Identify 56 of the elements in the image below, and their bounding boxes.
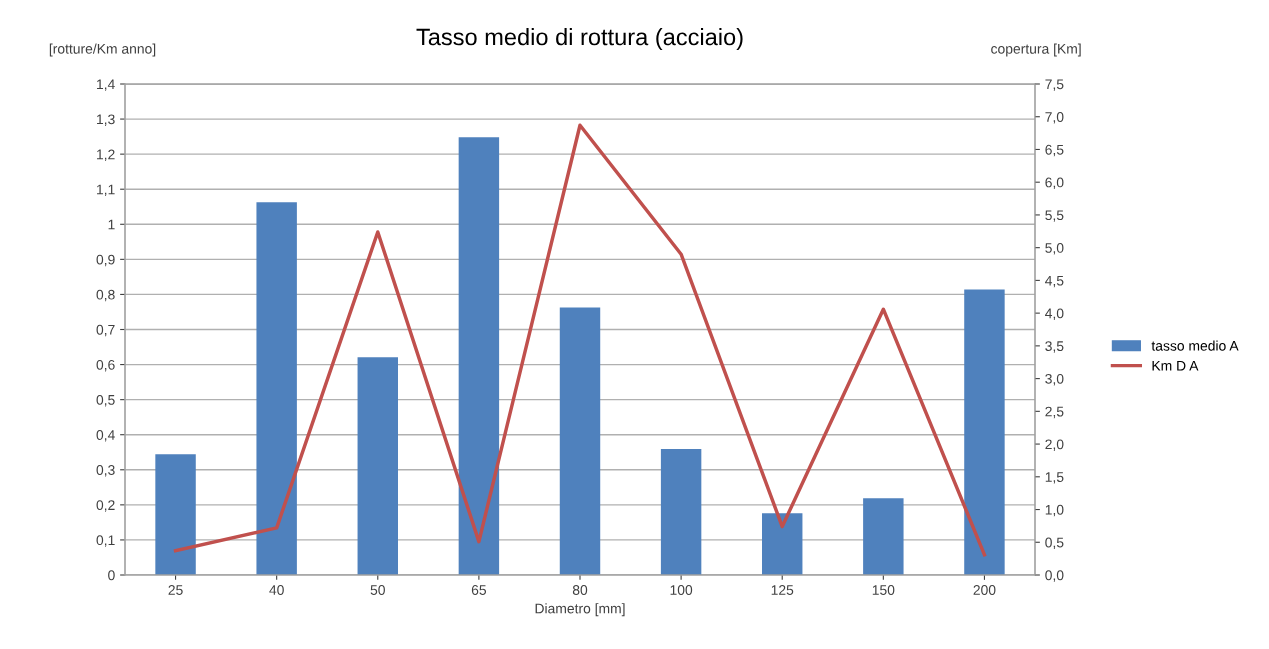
- y-tick-label: 0: [108, 570, 115, 581]
- bar: [660, 449, 702, 575]
- y2-tick-label: 2,0: [1045, 439, 1064, 451]
- legend-label: tasso medio A: [1151, 340, 1239, 351]
- y-tick-label: 0,9: [96, 254, 115, 267]
- bar: [256, 202, 297, 575]
- y-tick-label: 0,2: [96, 500, 115, 512]
- x-tick-label: 40: [269, 585, 284, 595]
- bar: [357, 357, 398, 575]
- y2-tick-label: 7,5: [1045, 79, 1064, 91]
- bar: [964, 289, 1005, 575]
- legend-label: Km D A: [1152, 360, 1199, 371]
- y-tick-label: 1,3: [97, 114, 115, 126]
- y-axis-title: [rotture/Km anno]: [49, 43, 156, 57]
- y-tick-label: 0,5: [96, 394, 115, 407]
- chart-title: Tasso medio di rottura (acciaio): [416, 28, 743, 50]
- y-tick-label: 0,6: [96, 359, 115, 372]
- bar: [863, 498, 904, 575]
- y2-tick-label: 1,5: [1045, 472, 1064, 484]
- x-tick-label: 125: [771, 585, 794, 595]
- y2-tick-label: 7,0: [1045, 112, 1064, 124]
- y2-tick-label: 4,0: [1045, 308, 1064, 320]
- x-tick-label: 150: [872, 585, 895, 595]
- y2-tick-label: 3,5: [1045, 341, 1064, 353]
- bar: [458, 137, 500, 575]
- x-tick-label: 80: [572, 585, 588, 595]
- x-tick-label: 100: [670, 585, 693, 595]
- y2-tick-label: 0,0: [1045, 570, 1064, 582]
- bar: [559, 307, 601, 575]
- bar: [762, 513, 803, 575]
- line-series: [173, 123, 987, 557]
- y2-tick-label: 5,5: [1045, 210, 1064, 222]
- y-tick-label: 1,1: [97, 184, 115, 197]
- y-tick-label: 0,8: [96, 289, 115, 302]
- y2-tick-label: 5,0: [1045, 243, 1064, 255]
- y-tick-label: 0,3: [96, 465, 115, 477]
- x-tick-label: 200: [973, 585, 996, 595]
- y2-tick-label: 0,5: [1045, 537, 1064, 550]
- x-tick-label: 50: [370, 585, 385, 595]
- y-tick-label: 1,4: [97, 79, 115, 91]
- x-tick-label: 65: [471, 585, 487, 595]
- y2-tick-label: 1,0: [1045, 504, 1064, 517]
- y2-tick-label: 6,0: [1045, 177, 1064, 190]
- y-tick-label: 0,7: [96, 324, 115, 337]
- y-tick-label: 0,1: [96, 535, 115, 547]
- y2-tick-label: 3,0: [1045, 373, 1064, 386]
- y2-axis-title: copertura [Km]: [991, 43, 1081, 57]
- y2-tick-label: 6,5: [1045, 144, 1064, 157]
- x-axis-title: Diametro [mm]: [535, 603, 625, 617]
- y-tick-label: 1: [108, 219, 115, 230]
- y2-tick-label: 2,5: [1045, 406, 1064, 419]
- bar: [155, 454, 196, 575]
- x-tick-label: 25: [168, 585, 183, 595]
- y2-tick-label: 4,5: [1045, 275, 1064, 288]
- y-tick-label: 1,2: [97, 149, 115, 161]
- y-tick-label: 0,4: [96, 430, 115, 442]
